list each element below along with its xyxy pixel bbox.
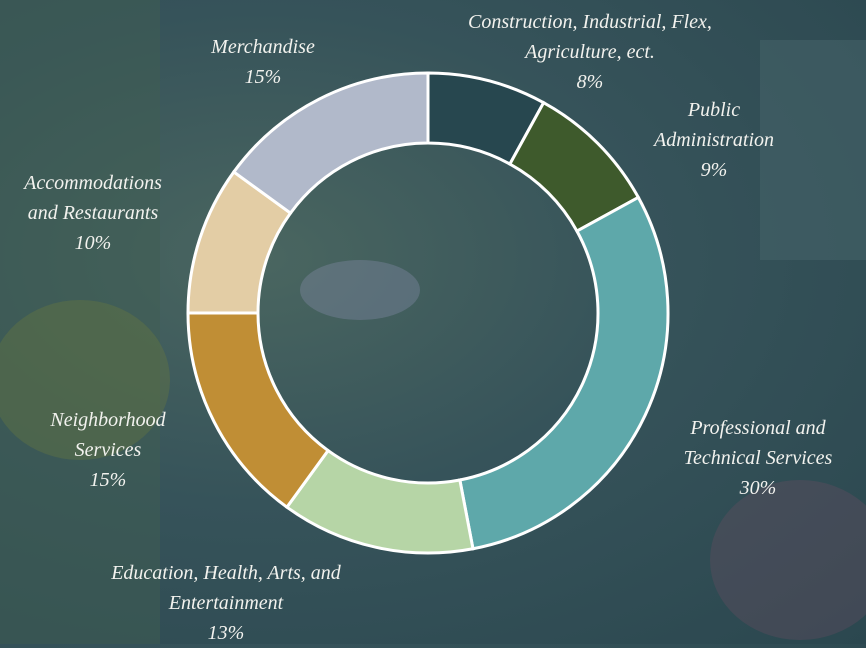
category-name: Public Administration (653, 99, 774, 151)
segment-label: Neighborhood Services 15% (33, 405, 183, 495)
donut-segment (231, 71, 430, 216)
category-name: Neighborhood Services (50, 409, 166, 461)
segment-label: Construction, Industrial, Flex, Agricult… (465, 7, 715, 97)
donut-segment (186, 311, 331, 510)
value-label: 13% (207, 622, 245, 644)
segment-label: Education, Health, Arts, and Entertainme… (106, 558, 346, 648)
value-label: 15% (89, 469, 127, 491)
category-name: Construction, Industrial, Flex, Agricult… (468, 11, 712, 63)
category-name: Education, Health, Arts, and Entertainme… (111, 562, 341, 614)
value-label: 10% (74, 232, 112, 254)
category-name: Merchandise (211, 36, 315, 58)
value-label: 15% (244, 66, 282, 88)
segment-label: Professional and Technical Services 30% (668, 413, 848, 503)
value-label: 9% (700, 159, 728, 181)
segment-label: Accommodations and Restaurants 10% (8, 168, 178, 258)
segment-label: Public Administration 9% (639, 95, 789, 185)
category-name: Professional and Technical Services (683, 417, 833, 469)
donut-chart (186, 71, 670, 555)
donut-segment (458, 195, 670, 551)
segment-label: Merchandise 15% (163, 32, 363, 92)
category-name: Accommodations and Restaurants (24, 172, 162, 224)
value-label: 30% (739, 477, 777, 499)
value-label: 8% (576, 71, 604, 93)
